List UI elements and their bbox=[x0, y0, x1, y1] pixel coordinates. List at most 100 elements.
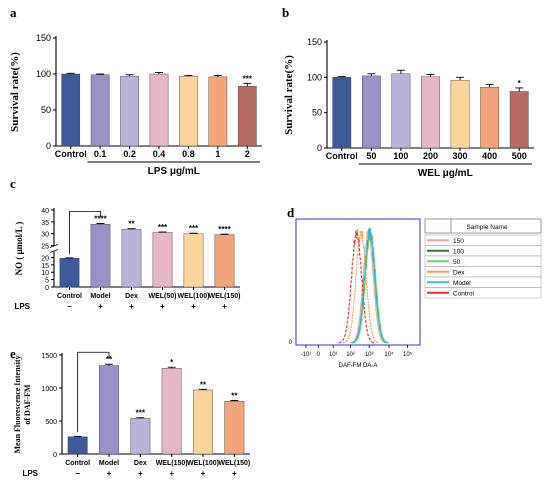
panel-label-a: a bbox=[10, 5, 17, 20]
e-significance-label: ** bbox=[200, 380, 207, 389]
e-bar bbox=[67, 436, 88, 455]
d-legend-entry: Control bbox=[453, 291, 475, 298]
c-category-label: WEL(50) bbox=[149, 293, 177, 300]
e-bar bbox=[161, 368, 182, 455]
a-y-tick-label: 0 bbox=[46, 141, 51, 151]
b-bar bbox=[332, 77, 352, 149]
b-bar bbox=[509, 91, 529, 149]
b-category-label: 100 bbox=[393, 151, 408, 161]
c-significance-label: **** bbox=[94, 214, 107, 223]
e-lps-label: LPS bbox=[22, 469, 38, 478]
e-bar bbox=[224, 401, 245, 455]
c-significance-label: **** bbox=[218, 225, 231, 234]
c-bar bbox=[59, 257, 80, 288]
e-lps-sign: + bbox=[138, 469, 143, 478]
e-bar bbox=[193, 389, 213, 455]
c-y-tick-label: 30 bbox=[41, 232, 49, 239]
e-category-label: WEL(150) bbox=[218, 460, 250, 467]
b-y-tick-label: 50 bbox=[312, 108, 322, 118]
c-category-label: Dex bbox=[125, 293, 138, 300]
d-x-tick-label: 10⁴ bbox=[384, 351, 394, 358]
panel-label-e: e bbox=[10, 346, 16, 361]
panel-b-chart: 0 50 100 150 Control 50 100 200 300 400 * 500 Surviv… bbox=[283, 37, 534, 179]
c-bar bbox=[121, 229, 142, 288]
c-bar bbox=[214, 234, 235, 288]
c-category-label: WEL(150) bbox=[209, 293, 241, 300]
e-category-label: WEL(100) bbox=[187, 460, 219, 467]
c-y-axis-title: NO ( μmol/L ) bbox=[14, 222, 24, 276]
e-significance-label: ** bbox=[106, 355, 113, 364]
d-series-curve-50 bbox=[352, 227, 389, 344]
c-lps-sign: + bbox=[98, 302, 103, 311]
e-bar bbox=[130, 418, 151, 455]
a-category-label: Control bbox=[55, 149, 87, 159]
d-x-tick-label: 10¹ bbox=[329, 352, 338, 358]
c-y-tick-label: 0 bbox=[45, 285, 49, 292]
d-legend-header bbox=[424, 218, 542, 234]
a-significance-label: *** bbox=[243, 74, 253, 83]
a-x-axis-title: LPS μg/mL bbox=[148, 166, 200, 177]
d-legend-entry: 50 bbox=[453, 259, 461, 266]
c-bar bbox=[152, 232, 173, 288]
b-category-label: 500 bbox=[512, 151, 527, 161]
panel-label-c: c bbox=[10, 176, 16, 191]
c-category-label: Model bbox=[90, 293, 110, 300]
b-category-label: 200 bbox=[423, 151, 438, 161]
d-series-curve-model bbox=[351, 228, 388, 344]
c-y-tick-label: 5 bbox=[45, 278, 49, 285]
e-category-label: Dex bbox=[134, 460, 147, 467]
e-bar bbox=[99, 365, 119, 455]
b-category-label: 400 bbox=[482, 151, 497, 161]
c-lps-sign: + bbox=[160, 302, 165, 311]
d-legend-entry: Model bbox=[453, 280, 471, 287]
b-bar bbox=[421, 76, 440, 149]
e-lps-sign: − bbox=[75, 469, 80, 478]
b-bar bbox=[391, 73, 411, 149]
a-bar bbox=[208, 76, 228, 147]
d-series-curve-control bbox=[338, 229, 375, 344]
a-category-label: 0.1 bbox=[94, 149, 107, 159]
e-significance-label: *** bbox=[136, 409, 146, 418]
a-category-label: 0.8 bbox=[182, 149, 195, 159]
e-category-label: Model bbox=[99, 460, 119, 467]
d-legend-entry: 150 bbox=[453, 238, 464, 245]
a-bar bbox=[237, 86, 257, 147]
panel-e-chart: 0 500 1000 1500 Control − ** Model + *** Dex + * WEL(… bbox=[13, 351, 250, 478]
d-x-tick-label: 10³ bbox=[365, 352, 374, 358]
d-x-tick-label: -10¹ bbox=[301, 352, 312, 358]
c-comparison-bracket bbox=[69, 211, 101, 254]
c-lps-sign: + bbox=[191, 302, 196, 311]
d-legend-row bbox=[424, 287, 542, 299]
e-y-tick-label: 1000 bbox=[41, 386, 57, 393]
e-y-tick-label: 1500 bbox=[41, 353, 57, 360]
a-bar bbox=[179, 75, 198, 147]
panel-a-chart: 0 50 100 150 Control 0.1 0.2 0.4 0.8 1 *** 2 Surviva… bbox=[9, 33, 262, 177]
e-lps-sign: + bbox=[169, 469, 174, 478]
b-bar bbox=[361, 75, 381, 149]
e-y-axis-title: Mean Fluorescence Intensityof DAF-FM bbox=[13, 355, 32, 453]
a-category-label: 1 bbox=[215, 149, 220, 159]
a-bar bbox=[149, 73, 169, 147]
c-category-label: WEL(100) bbox=[178, 293, 210, 300]
a-bar bbox=[61, 73, 81, 147]
d-legend-entry: 100 bbox=[453, 249, 464, 256]
c-y-tick-label: 40 bbox=[41, 208, 49, 215]
b-bar bbox=[450, 79, 470, 149]
d-series-curve-dex bbox=[343, 229, 380, 344]
b-y-tick-label: 150 bbox=[307, 37, 322, 47]
a-category-label: 0.4 bbox=[153, 149, 166, 159]
c-category-label: Control bbox=[57, 293, 82, 300]
c-lps-sign: + bbox=[129, 302, 134, 311]
b-significance-label: * bbox=[518, 79, 522, 88]
b-category-label: Control bbox=[326, 151, 358, 161]
e-category-label: Control bbox=[65, 460, 90, 467]
d-x-tick-label: 0 bbox=[317, 352, 321, 358]
d-x-tick-label: 10² bbox=[346, 352, 355, 358]
b-y-tick-label: 100 bbox=[307, 72, 322, 82]
b-category-label: 50 bbox=[366, 151, 376, 161]
d-legend-title: Sample Name bbox=[466, 224, 508, 231]
a-y-tick-label: 100 bbox=[36, 69, 51, 79]
c-significance-label: *** bbox=[189, 224, 199, 233]
